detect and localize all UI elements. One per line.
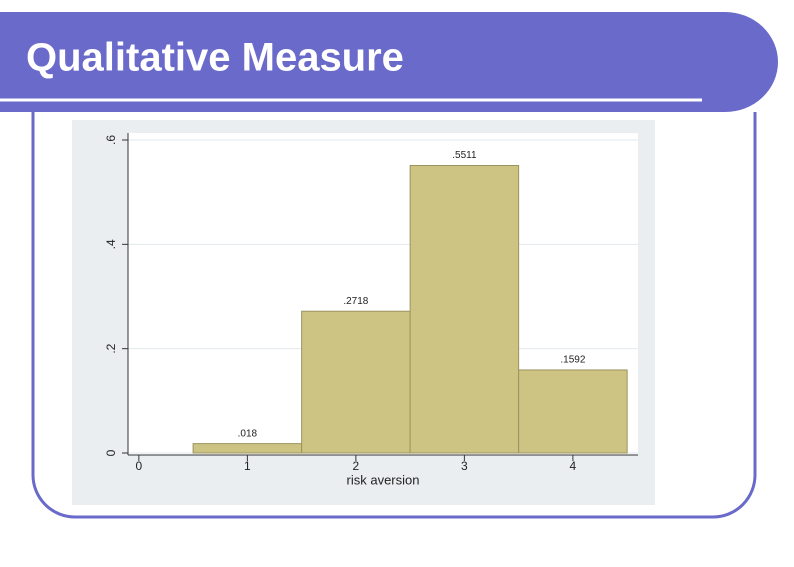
- x-tick-label: 2: [353, 459, 360, 473]
- data-label: .2718: [343, 296, 368, 307]
- data-label: .018: [238, 428, 258, 439]
- y-tick-label: 0: [104, 449, 118, 456]
- data-label: .5511: [452, 150, 477, 161]
- bar: [301, 310, 411, 454]
- x-tick-label: 1: [244, 459, 251, 473]
- data-label: .1592: [560, 355, 585, 366]
- bar: [192, 443, 303, 454]
- x-axis-label: risk aversion: [347, 472, 420, 487]
- bar: [518, 369, 628, 454]
- slide-title: Qualitative Measure: [26, 36, 404, 80]
- y-tick-label: .2: [104, 343, 118, 353]
- x-tick-label: 3: [461, 459, 468, 473]
- x-tick-label: 0: [136, 459, 143, 473]
- y-tick-label: .4: [104, 239, 118, 249]
- bar: [409, 165, 520, 454]
- slide-frame: [31, 112, 757, 519]
- y-tick-label: .6: [104, 135, 118, 145]
- title-banner: [0, 12, 778, 112]
- x-tick-label: 4: [570, 459, 577, 473]
